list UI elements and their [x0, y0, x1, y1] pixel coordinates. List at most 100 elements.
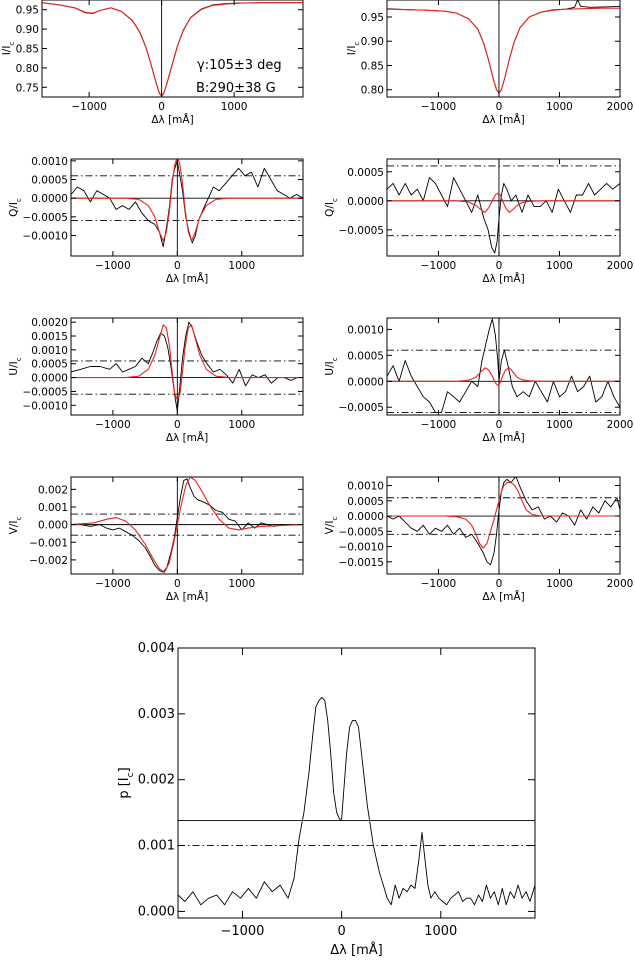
x-axis-label: Δλ [mÅ] [166, 272, 208, 285]
series-observed [387, 477, 620, 566]
series-fit [42, 2, 303, 97]
y-axis-label: Q/Ic [324, 198, 339, 217]
series-observed [387, 318, 620, 413]
series-fit [387, 7, 620, 94]
x-tick-label: 2000 [607, 260, 634, 272]
y-axis-label: Q/Ic [8, 198, 23, 217]
plot-frame [70, 158, 304, 257]
series-observed [71, 478, 303, 573]
y-tick-label: −0.0005 [338, 526, 384, 538]
y-axis-label: V/Ic [324, 517, 339, 535]
y-tick-label: −0.0005 [22, 386, 68, 398]
y-tick-label: 0.0015 [31, 331, 68, 343]
x-tick-label: 0 [496, 260, 503, 272]
y-axis-label: U/Ic [324, 357, 339, 375]
y-tick-label: 0.0010 [31, 156, 68, 168]
x-tick-label: −1000 [421, 419, 457, 431]
y-tick-label: 0.001 [38, 502, 68, 514]
plot-frame [386, 158, 621, 257]
y-tick-label: 0.001 [138, 839, 175, 854]
y-tick-label: −0.0010 [338, 542, 384, 554]
x-tick-label: 1000 [228, 419, 255, 431]
x-axis-label: Δλ [mÅ] [166, 590, 208, 603]
panel-I-right: −1000 0 1000 2000 0.80 0.85 0.90 0.95 Δλ [mÅ] I/I… [346, 0, 633, 126]
x-tick-label: −1000 [71, 101, 107, 113]
x-tick-label: 1000 [546, 260, 573, 272]
series-fit [387, 367, 620, 386]
panel-U-right: −1000 0 1000 2000 −0.0005 0.0000 0.0005 0.0010 Δ… [324, 317, 633, 444]
y-tick-label: 0.95 [361, 12, 384, 24]
y-tick-label: 0.90 [361, 36, 384, 48]
plot-frame [386, 476, 621, 575]
x-tick-label: 0 [174, 419, 181, 431]
y-tick-label: 0.000 [138, 904, 175, 919]
x-tick-label: −1000 [95, 578, 131, 590]
y-tick-label: 0.0005 [347, 167, 384, 179]
x-axis-label: Δλ [mÅ] [482, 590, 524, 603]
y-tick-label: 0.003 [138, 707, 175, 722]
series-fit [387, 192, 620, 213]
x-axis-label: Δλ [mÅ] [482, 272, 524, 285]
x-tick-label: 1000 [546, 419, 573, 431]
x-tick-label: 2000 [607, 578, 634, 590]
x-tick-label: −1000 [220, 924, 264, 939]
x-tick-label: −1000 [421, 260, 457, 272]
y-tick-label: −0.0010 [22, 230, 68, 242]
y-tick-label: 0.80 [16, 63, 39, 75]
x-axis-label: Δλ [mÅ] [330, 942, 382, 958]
y-tick-label: 0.85 [361, 60, 384, 72]
y-tick-label: 0.000 [38, 520, 68, 532]
y-axis-label: p [Ic] [117, 767, 136, 798]
y-tick-label: 0.0005 [347, 496, 384, 508]
annotation-gamma: γ:105±3 deg [197, 58, 282, 73]
plot-frame [177, 647, 536, 919]
x-tick-label: 1000 [546, 578, 573, 590]
y-tick-label: 0.0000 [31, 373, 68, 385]
y-tick-label: 0.002 [138, 773, 175, 788]
x-tick-label: 1000 [546, 101, 573, 113]
x-axis-label: Δλ [mÅ] [166, 431, 208, 444]
x-tick-label: 0 [496, 101, 503, 113]
x-tick-label: 1000 [221, 101, 248, 113]
x-tick-label: 0 [337, 924, 345, 939]
panel-Q-right: −1000 0 1000 2000 −0.0005 0.0000 0.0005 Δλ [mÅ]… [324, 158, 634, 285]
panel-p-bottom: −1000 0 1000 0.000 0.001 0.002 0.003 0.004 Δλ [m… [117, 641, 536, 958]
y-tick-label: 0.0000 [347, 511, 384, 523]
x-tick-label: 1000 [228, 578, 255, 590]
y-tick-label: 0.80 [361, 85, 384, 97]
panel-V-left: −1000 0 1000 −0.002 −0.001 0.000 0.001 0.002 Δλ … [8, 476, 304, 603]
series-observed [71, 160, 303, 248]
series-fit [387, 481, 620, 549]
x-tick-label: −1000 [95, 260, 131, 272]
x-tick-label: 0 [496, 419, 503, 431]
y-tick-label: 0.95 [16, 5, 39, 17]
panel-Q-left: −1000 0 1000 −0.0010 −0.0005 0.0000 0.0005 0.00… [8, 156, 304, 285]
x-tick-label: 0 [174, 578, 181, 590]
y-tick-label: −0.001 [29, 537, 68, 549]
plot-frame [386, 0, 621, 98]
series-fit [71, 159, 303, 242]
x-axis-label: Δλ [mÅ] [482, 113, 524, 126]
x-tick-label: −1000 [421, 101, 457, 113]
x-axis-label: Δλ [mÅ] [482, 431, 524, 444]
y-axis-label: V/Ic [8, 517, 23, 535]
y-axis-label: U/Ic [8, 357, 23, 375]
y-tick-label: −0.0015 [338, 557, 384, 569]
x-tick-label: 0 [174, 260, 181, 272]
y-axis-label: I/Ic [346, 42, 361, 56]
y-tick-label: 0.002 [38, 484, 68, 496]
x-tick-label: −1000 [95, 419, 131, 431]
series-fit [71, 324, 303, 401]
series-fit [71, 477, 303, 573]
y-tick-label: 0.90 [16, 24, 39, 36]
y-axis-label: I/Ic [1, 42, 16, 56]
x-tick-label: 1000 [228, 260, 255, 272]
series-observed [178, 696, 535, 906]
y-tick-label: 0.0000 [347, 196, 384, 208]
y-tick-label: 0.0000 [347, 376, 384, 388]
y-tick-label: 0.0005 [347, 350, 384, 362]
y-tick-label: −0.0005 [338, 225, 384, 237]
y-tick-label: 0.75 [16, 82, 39, 94]
